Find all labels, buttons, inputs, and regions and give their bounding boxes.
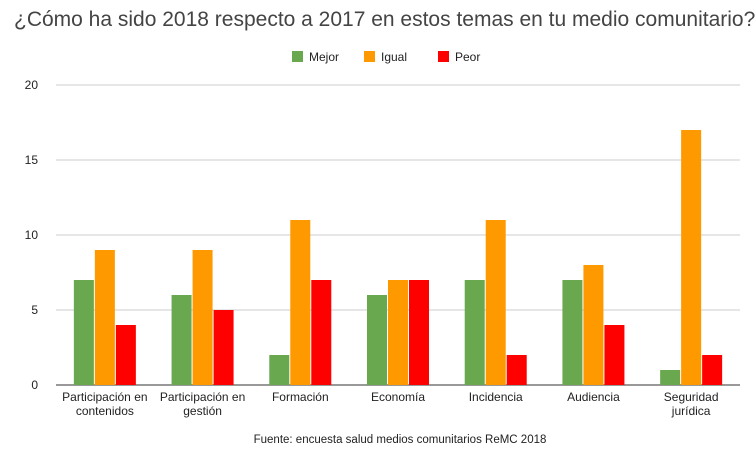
legend-swatch-igual xyxy=(364,51,375,62)
bar-igual xyxy=(94,250,115,385)
bars xyxy=(73,130,723,385)
x-tick-label: jurídica xyxy=(671,404,711,418)
bar-peor xyxy=(213,310,234,385)
y-axis-ticks: 0 5 10 15 20 xyxy=(25,78,39,392)
bar-peor xyxy=(311,280,332,385)
x-tick-label: Economía xyxy=(371,390,425,404)
y-tick-label: 15 xyxy=(25,153,39,167)
bar-peor xyxy=(604,325,625,385)
bar-mejor xyxy=(269,355,290,385)
y-tick-label: 0 xyxy=(31,378,38,392)
x-tick-label: gestión xyxy=(183,404,222,418)
x-tick-label: Incidencia xyxy=(469,390,523,404)
x-tick-label: Participación en xyxy=(160,390,245,404)
x-tick-label: Seguridad xyxy=(664,390,719,404)
bar-mejor xyxy=(171,295,192,385)
bar-igual xyxy=(485,220,506,385)
x-tick-label: Formación xyxy=(272,390,329,404)
y-tick-label: 10 xyxy=(25,228,39,242)
bar-igual xyxy=(583,265,604,385)
bar-mejor xyxy=(464,280,485,385)
bar-igual xyxy=(192,250,213,385)
legend-label-mejor: Mejor xyxy=(309,50,339,64)
bar-mejor xyxy=(562,280,583,385)
source-note: Fuente: encuesta salud medios comunitari… xyxy=(254,434,547,446)
legend-swatch-mejor xyxy=(292,51,303,62)
bar-peor xyxy=(506,355,527,385)
legend-swatch-peor xyxy=(438,51,449,62)
bar-peor xyxy=(115,325,136,385)
bar-mejor xyxy=(660,370,681,385)
chart-title: ¿Cómo ha sido 2018 respecto a 2017 en es… xyxy=(14,8,755,31)
x-tick-label: Audiencia xyxy=(567,390,620,404)
bar-mejor xyxy=(73,280,94,385)
y-tick-label: 5 xyxy=(31,303,38,317)
bar-mejor xyxy=(367,295,387,385)
bar-peor xyxy=(409,280,429,385)
bar-igual xyxy=(388,280,408,385)
bar-igual xyxy=(290,220,311,385)
legend-label-igual: Igual xyxy=(381,50,407,64)
x-tick-label: contenidos xyxy=(76,404,134,418)
bar-peor xyxy=(702,355,723,385)
bar-igual xyxy=(681,130,702,385)
x-tick-label: Participación en xyxy=(62,390,147,404)
legend: Mejor Igual Peor xyxy=(292,50,480,64)
x-axis-labels: Participación encontenidosParticipación … xyxy=(62,390,718,418)
legend-label-peor: Peor xyxy=(455,50,480,64)
y-tick-label: 20 xyxy=(25,78,39,92)
